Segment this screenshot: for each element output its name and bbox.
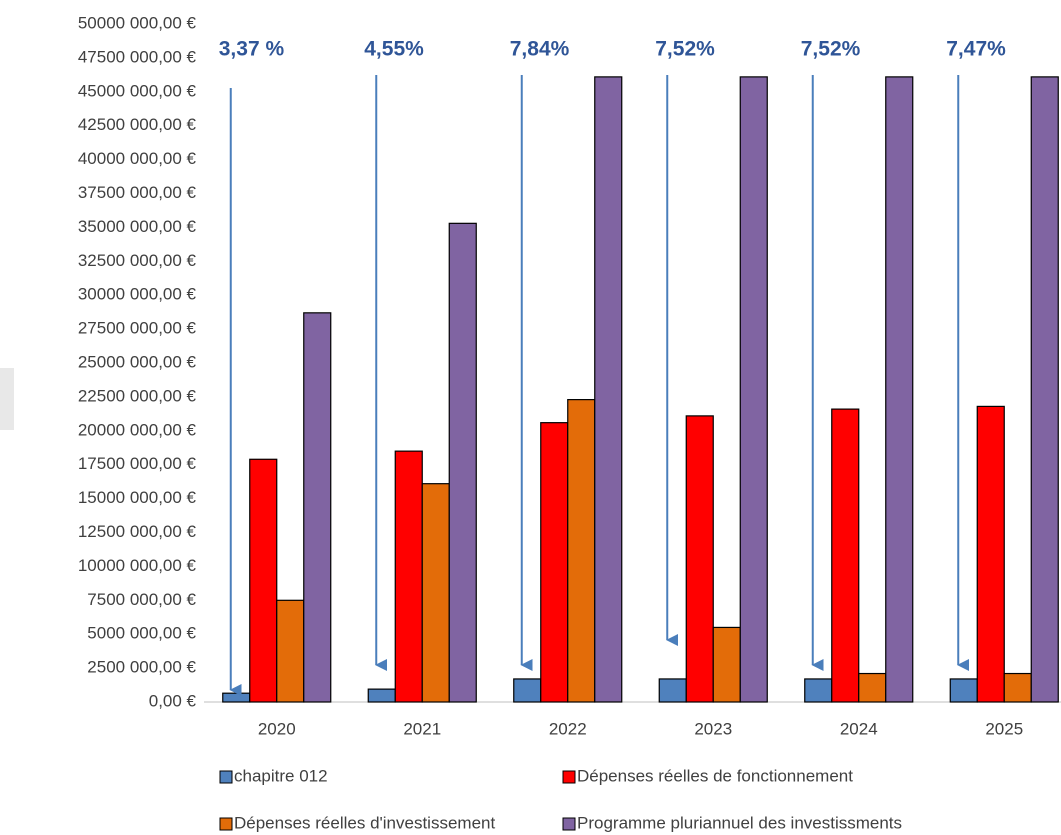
bar xyxy=(1030,76,1059,703)
y-tick-label: 12500 000,00 € xyxy=(78,522,197,541)
y-tick-label: 27500 000,00 € xyxy=(78,319,197,338)
y-tick-label: 35000 000,00 € xyxy=(78,217,197,236)
x-tick-label: 2021 xyxy=(403,719,441,738)
y-tick-label: 10000 000,00 € xyxy=(78,556,197,575)
bar xyxy=(1003,672,1032,703)
annotation: 3,37 % xyxy=(219,38,285,61)
edge-artifact xyxy=(0,368,14,430)
annotation: 7,52% xyxy=(655,38,715,61)
y-tick-label: 2500 000,00 € xyxy=(87,658,196,677)
bar xyxy=(804,678,833,703)
bar xyxy=(421,483,450,703)
y-tick-label: 15000 000,00 € xyxy=(78,488,197,507)
y-tick-label: 20000 000,00 € xyxy=(78,420,197,439)
bar xyxy=(367,688,396,703)
bar xyxy=(831,408,860,703)
bar xyxy=(858,672,887,703)
bar xyxy=(448,222,477,703)
annotation: 7,52% xyxy=(801,38,861,61)
annotation: 4,55% xyxy=(364,38,424,61)
annotation: 7,47% xyxy=(946,38,1006,61)
legend-swatch xyxy=(562,770,576,784)
bar xyxy=(513,678,542,703)
x-tick-label: 2022 xyxy=(549,719,587,738)
bar xyxy=(658,678,687,703)
annotation: 7,84% xyxy=(510,38,570,61)
bar xyxy=(594,76,623,703)
y-tick-label: 22500 000,00 € xyxy=(78,386,197,405)
y-tick-label: 45000 000,00 € xyxy=(78,81,197,100)
legend-swatch xyxy=(562,817,576,831)
x-tick-label: 2020 xyxy=(258,719,296,738)
x-tick-label: 2024 xyxy=(840,719,878,738)
bar xyxy=(394,450,423,703)
bar xyxy=(949,678,978,703)
bar xyxy=(303,312,332,703)
y-tick-label: 42500 000,00 € xyxy=(78,115,197,134)
legend-swatch xyxy=(219,817,233,831)
y-tick-label: 32500 000,00 € xyxy=(78,251,197,270)
bar xyxy=(685,415,714,703)
y-tick-label: 25000 000,00 € xyxy=(78,352,197,371)
y-tick-label: 7500 000,00 € xyxy=(87,590,196,609)
y-tick-label: 5000 000,00 € xyxy=(87,624,196,643)
bar xyxy=(885,76,914,703)
y-tick-label: 50000 000,00 € xyxy=(78,13,197,32)
bar xyxy=(567,399,596,703)
x-tick-label: 2023 xyxy=(694,719,732,738)
legend-label: Programme pluriannuel des investissments xyxy=(577,813,902,832)
bar xyxy=(739,76,768,703)
y-tick-label: 37500 000,00 € xyxy=(78,183,197,202)
legend-label: Dépenses réelles de fonctionnement xyxy=(577,766,853,785)
x-tick-label: 2025 xyxy=(985,719,1023,738)
y-tick-label: 30000 000,00 € xyxy=(78,285,197,304)
legend-swatch xyxy=(219,770,233,784)
y-tick-label: 47500 000,00 € xyxy=(78,47,197,66)
bar xyxy=(712,626,741,703)
legend-label: Dépenses réelles d'investissement xyxy=(234,813,495,832)
y-tick-label: 0,00 € xyxy=(149,691,197,710)
y-tick-label: 40000 000,00 € xyxy=(78,149,197,168)
bar xyxy=(276,599,305,703)
legend-label: chapitre 012 xyxy=(234,766,328,785)
bar xyxy=(249,458,278,703)
bar xyxy=(222,692,251,703)
bar xyxy=(540,422,569,703)
bar xyxy=(976,405,1005,703)
y-tick-label: 17500 000,00 € xyxy=(78,454,197,473)
